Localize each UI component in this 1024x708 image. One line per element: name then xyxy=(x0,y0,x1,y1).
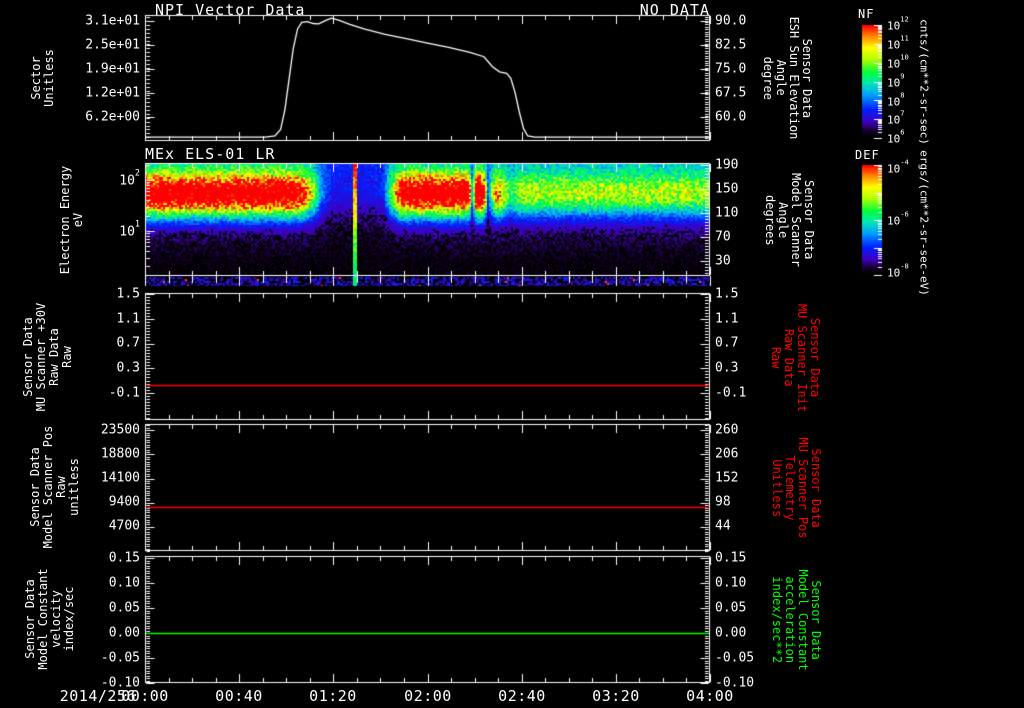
tick-label: 0.00 xyxy=(108,625,140,641)
tick-label: 1011 xyxy=(887,33,909,52)
panel1-right-axis-title: Sensor Data ESH Sun Elevation Angle degree xyxy=(761,16,814,140)
panel4-right-axis-title: Sensor Data MU Scanner Pos Telemetry Unitle… xyxy=(770,437,823,539)
panel5-left-axis-title: Sensor Data Model Constant velocity index/s… xyxy=(23,568,76,670)
tick-label: -0.05 xyxy=(100,650,140,666)
tick-label: 0.10 xyxy=(715,575,747,591)
tick-label: -0.10 xyxy=(715,675,755,691)
tick-label: 82.5 xyxy=(715,37,747,53)
tick-label: 152 xyxy=(715,470,739,486)
nf-colorbar-title: NF xyxy=(858,7,875,21)
tick-label: 10-6 xyxy=(887,209,909,228)
panel5-right-axis-title: Sensor Data Model Constant acceleration ind… xyxy=(770,569,823,671)
tick-label: 70 xyxy=(715,229,731,245)
tick-label: 1.5 xyxy=(116,286,140,302)
def-colorbar-title: DEF xyxy=(855,148,880,162)
panel2-right-axis-title: Sensor Data Model Scanner Angle degrees xyxy=(763,173,816,267)
tick-label: 23500 xyxy=(100,422,140,438)
tick-label: 0.10 xyxy=(108,575,140,591)
tick-label: 0.15 xyxy=(715,550,747,566)
tick-label: 75.0 xyxy=(715,61,747,77)
nf-colorbar-units: cnts/(cm**2-sr-sec) xyxy=(917,19,931,145)
tick-label: 44 xyxy=(715,518,731,534)
panel2-title: MEx ELS-01 LR xyxy=(145,145,276,163)
def-colorbar-units: ergs/(cm**2-sr-sec-eV) xyxy=(917,150,931,296)
tick-label: 10-4 xyxy=(887,157,909,176)
tick-label: 109 xyxy=(887,71,905,90)
tick-label: 03:20 xyxy=(592,687,640,705)
tick-label: 2.5e+01 xyxy=(85,37,140,53)
tick-label: 106 xyxy=(887,127,905,146)
tick-label: 01:20 xyxy=(309,687,357,705)
tick-label: 0.7 xyxy=(715,335,739,351)
tick-label: 90.0 xyxy=(715,13,747,29)
tick-label: 04:00 xyxy=(686,687,734,705)
tick-label: 0.00 xyxy=(715,625,747,641)
tick-label: 1010 xyxy=(887,52,909,71)
panel1-title: NPI Vector Data xyxy=(155,1,306,19)
tick-label: 150 xyxy=(715,181,739,197)
panel3-right-axis-title: Sensor Data MU Scanner Init Raw Data Raw xyxy=(769,303,822,413)
tick-label: 102 xyxy=(119,167,140,189)
tick-label: 98 xyxy=(715,494,731,510)
tick-label: -0.1 xyxy=(715,385,747,401)
tick-label: 02:00 xyxy=(404,687,452,705)
panel1-left-axis-title: Sector Unitless xyxy=(29,49,56,107)
tick-label: 0.7 xyxy=(116,335,140,351)
tick-label: 0.05 xyxy=(715,600,747,616)
tick-label: -0.1 xyxy=(108,385,140,401)
date-label: 2014/256 xyxy=(59,687,136,705)
tick-label: 101 xyxy=(119,218,140,240)
tick-label: 1.5 xyxy=(715,286,739,302)
panel1-no-data-label: NO DATA xyxy=(639,1,710,19)
tick-label: 0.3 xyxy=(116,360,140,376)
time-axis-labels: 00:00 00:40 01:20 02:00 02:40 03:20 04:00 xyxy=(121,687,733,707)
tick-label: 30 xyxy=(715,253,731,269)
panel3-left-axis-title: Sensor Data MU Scanner +30V Raw Data Raw xyxy=(21,302,74,412)
tick-label: 0.3 xyxy=(715,360,739,376)
panel4-left-axis-title: Sensor Data Model Scanner Pos Raw unitless xyxy=(28,425,81,549)
tick-label: 02:40 xyxy=(498,687,546,705)
tick-label: 60.0 xyxy=(715,109,747,125)
tick-label: 0.05 xyxy=(108,600,140,616)
tick-label: 110 xyxy=(715,205,739,221)
tick-label: 260 xyxy=(715,422,739,438)
tick-label: 00:00 xyxy=(121,687,169,705)
tick-label: 67.5 xyxy=(715,85,747,101)
tick-label: 9400 xyxy=(108,494,140,510)
tick-label: 1.1 xyxy=(715,311,739,327)
tick-label: 108 xyxy=(887,90,905,109)
tick-label: 00:40 xyxy=(215,687,263,705)
tick-label: 1.2e+01 xyxy=(85,85,140,101)
tick-label: 1012 xyxy=(887,14,909,33)
tick-label: 10-8 xyxy=(887,261,909,280)
tick-label: 18800 xyxy=(100,446,140,462)
tick-label: 1.9e+01 xyxy=(85,61,140,77)
tick-label: 14100 xyxy=(100,470,140,486)
tick-label: -0.10 xyxy=(100,675,140,691)
tick-label: 6.2e+00 xyxy=(85,109,140,125)
tick-label: 0.15 xyxy=(108,550,140,566)
panel2-left-axis-title: Electron Energy eV xyxy=(58,165,85,275)
tick-label: 4700 xyxy=(108,518,140,534)
tick-label: 206 xyxy=(715,446,739,462)
tick-label: 190 xyxy=(715,157,739,173)
tick-label: 107 xyxy=(887,108,905,127)
tick-label: 1.1 xyxy=(116,311,140,327)
tick-label: 3.1e+01 xyxy=(85,13,140,29)
tick-label: -0.05 xyxy=(715,650,755,666)
